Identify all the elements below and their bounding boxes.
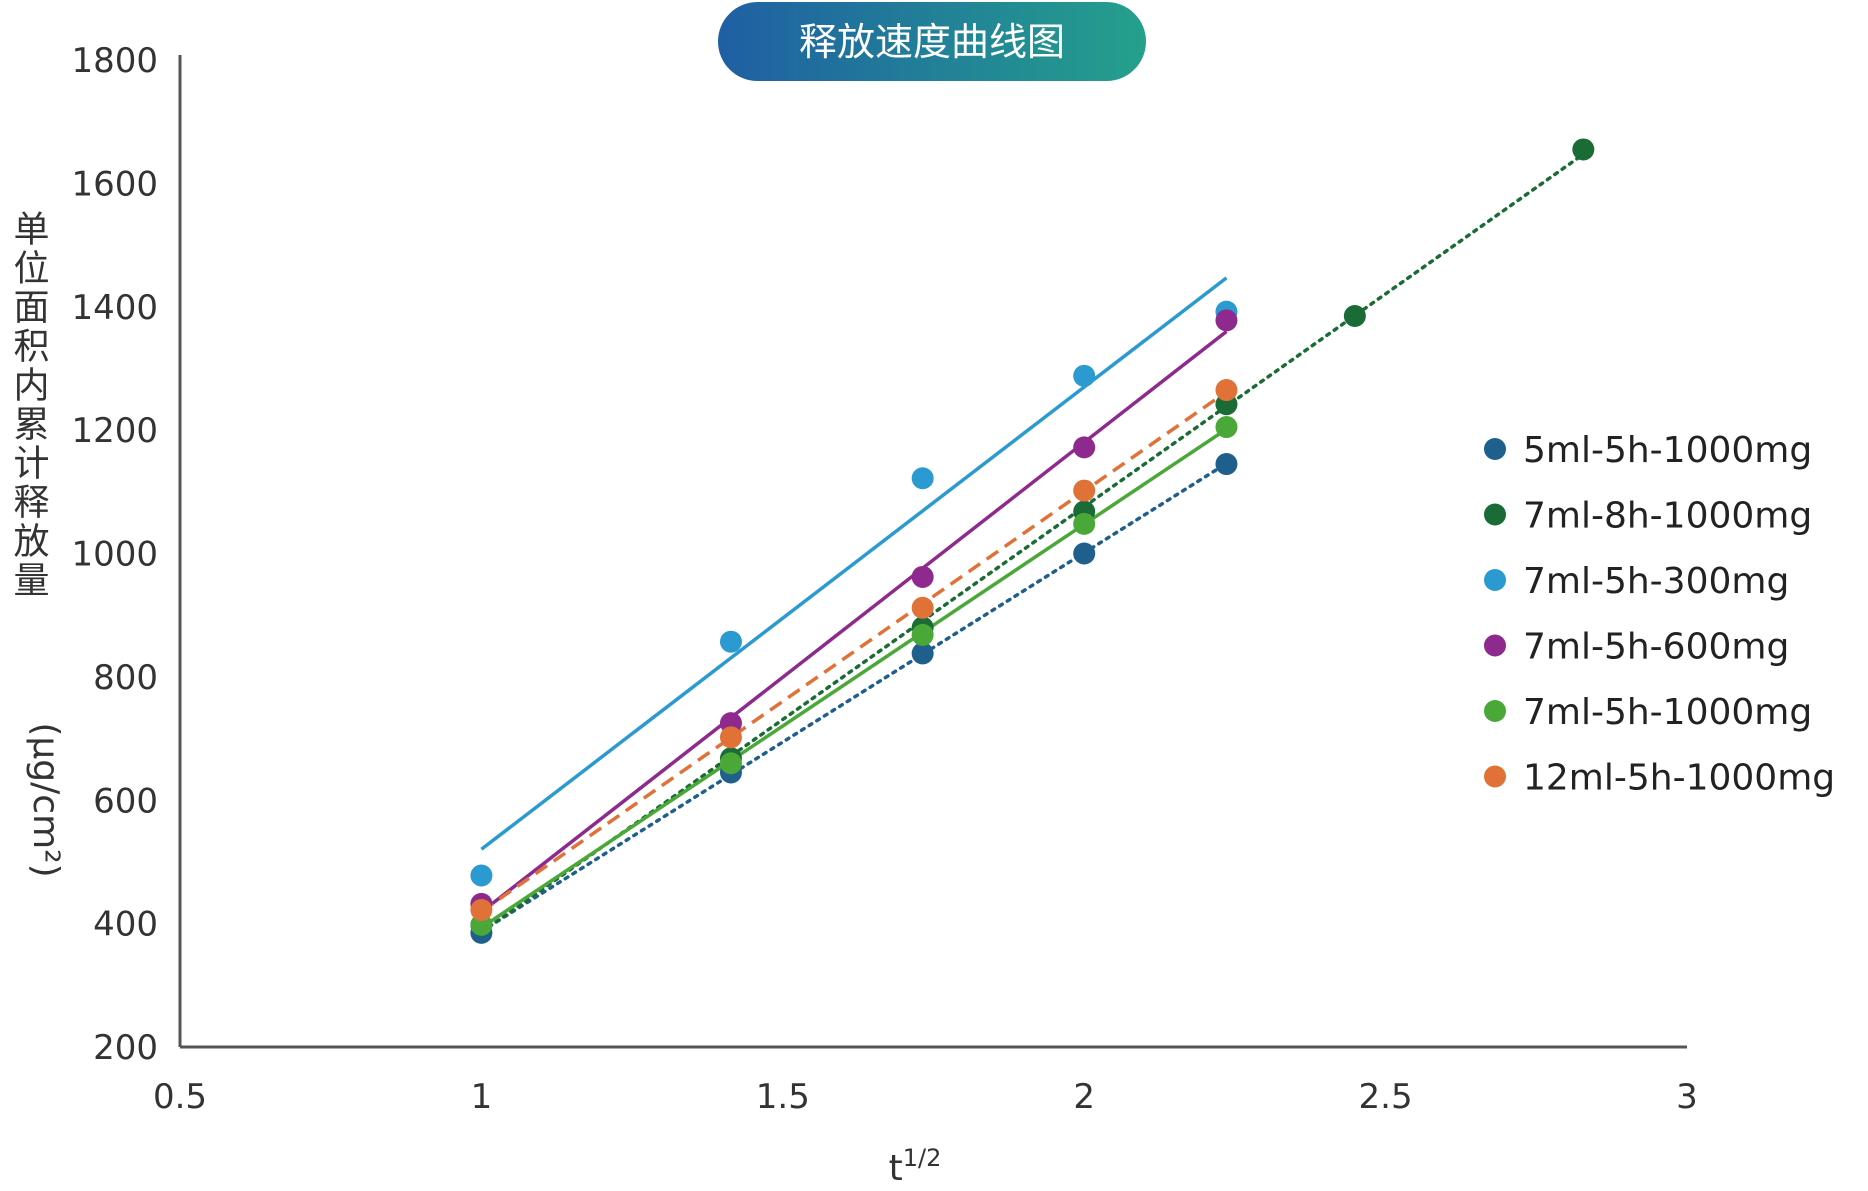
y-axis-label: 单位面积内累计释放量 (μg/cm²) <box>8 210 67 878</box>
y-tick-label: 1000 <box>71 535 158 575</box>
data-point <box>1343 305 1366 328</box>
data-point <box>911 565 934 588</box>
trend-line <box>480 390 1228 913</box>
data-point <box>719 752 742 775</box>
trend-line <box>479 461 1229 934</box>
x-tick-label: 2 <box>1073 1077 1095 1117</box>
data-point <box>1073 436 1096 459</box>
legend-label: 7ml-5h-300mg <box>1523 561 1789 602</box>
data-point <box>1215 416 1238 439</box>
x-tick-label: 3 <box>1676 1077 1698 1117</box>
legend-label: 7ml-8h-1000mg <box>1523 496 1812 537</box>
y-tick-label: 1800 <box>71 41 158 81</box>
axes <box>178 55 1687 1049</box>
trend-line <box>480 276 1228 851</box>
data-point <box>1073 512 1096 535</box>
data-point <box>1073 542 1096 565</box>
legend-marker <box>1484 503 1506 526</box>
x-axis-label-base: t <box>889 1148 903 1189</box>
data-point <box>911 642 934 665</box>
legend-marker <box>1484 569 1506 591</box>
y-axis-ticks: 200 400 600 800 1000 1200 1400 1600 1800 <box>71 41 158 1068</box>
legend-label: 5ml-5h-1000mg <box>1523 430 1812 471</box>
legend-label: 12ml-5h-1000mg <box>1523 758 1835 799</box>
y-tick-label: 800 <box>93 658 158 698</box>
data-points <box>470 138 1595 944</box>
data-point <box>1073 479 1096 502</box>
y-tick-label: 1400 <box>71 288 158 328</box>
x-axis-label-text: t1/2 <box>889 1144 942 1189</box>
data-point <box>719 630 742 653</box>
legend-marker <box>1484 765 1506 788</box>
x-axis-ticks: 0.5 1 1.5 2 2.5 3 <box>153 1077 1698 1117</box>
data-point <box>911 623 934 646</box>
data-point <box>1215 453 1238 476</box>
y-axis-label-text: 单位面积内累计释放量 <box>8 210 50 600</box>
x-tick-label: 2.5 <box>1359 1077 1413 1117</box>
data-point <box>911 596 934 619</box>
data-point <box>911 467 934 490</box>
y-axis-label-unit: (μg/cm²) <box>25 722 66 877</box>
x-axis-label-sup: 1/2 <box>903 1144 942 1172</box>
x-tick-label: 1 <box>471 1077 493 1117</box>
legend-label: 7ml-5h-1000mg <box>1523 692 1812 733</box>
data-point <box>1572 138 1595 161</box>
data-point <box>719 726 742 749</box>
legend-marker <box>1484 700 1506 722</box>
data-point <box>1215 379 1238 402</box>
legend-label: 7ml-5h-600mg <box>1523 627 1789 668</box>
trend-line <box>480 330 1228 914</box>
chart-title-pill <box>718 2 1146 81</box>
y-tick-label: 600 <box>93 781 158 821</box>
data-point <box>470 899 493 922</box>
trend-lines <box>479 152 1586 935</box>
data-point <box>1215 309 1238 332</box>
chart-title-text: 释放速度曲线图 <box>799 20 1065 64</box>
trend-line <box>480 427 1228 930</box>
legend: 5ml-5h-1000mg 7ml-8h-1000mg 7ml-5h-300mg 7m… <box>1484 430 1835 799</box>
y-tick-label: 400 <box>93 905 158 945</box>
legend-marker <box>1484 438 1506 460</box>
data-point <box>1073 364 1096 387</box>
y-tick-label: 1200 <box>71 411 158 451</box>
x-axis-label: t1/2 <box>889 1144 942 1189</box>
y-tick-label: 1600 <box>71 164 158 204</box>
y-tick-label: 200 <box>93 1028 158 1068</box>
x-tick-label: 0.5 <box>153 1077 207 1117</box>
data-point <box>470 864 493 887</box>
legend-marker <box>1484 634 1506 657</box>
x-tick-label: 1.5 <box>756 1077 810 1117</box>
chart-title: 释放速度曲线图 <box>718 2 1146 81</box>
